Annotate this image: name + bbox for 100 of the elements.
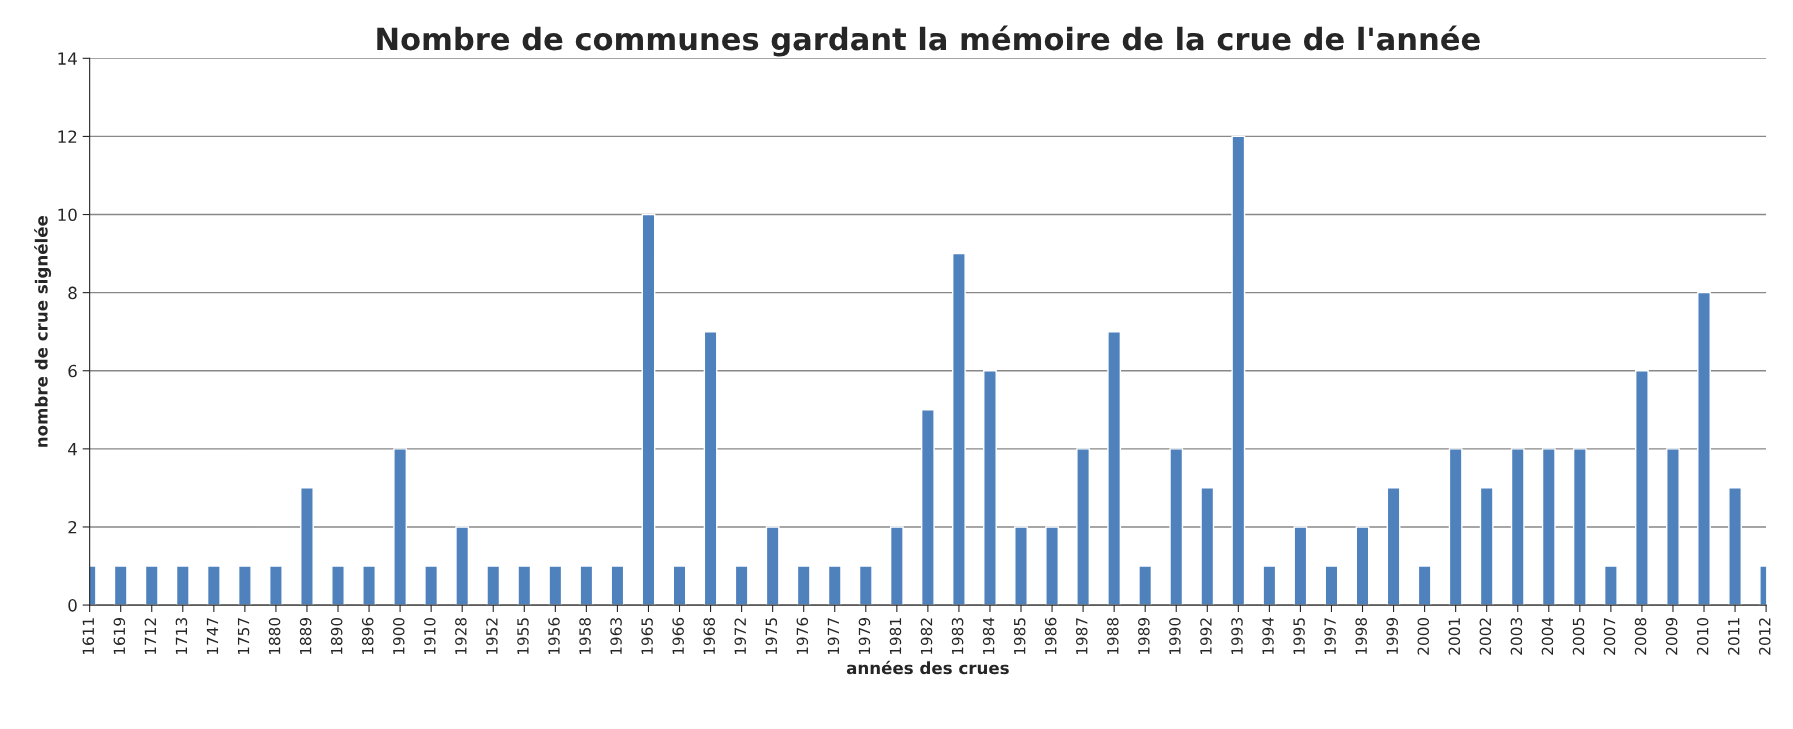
x-tick-label: 1986 [1044, 617, 1057, 655]
bar [1697, 291, 1711, 606]
bar [1014, 526, 1028, 606]
y-tick-label: 8 [68, 286, 77, 300]
bar [889, 526, 904, 606]
bar [1169, 448, 1184, 606]
bar [641, 213, 656, 606]
x-tick-label: 1985 [1013, 618, 1026, 655]
bar [548, 565, 563, 606]
bar [331, 565, 345, 606]
x-tick-label: 1998 [1355, 617, 1367, 655]
x-tick-label: 2004 [1541, 617, 1554, 655]
bar [424, 565, 439, 606]
bar [393, 448, 408, 606]
x-tick-label: 1963 [610, 618, 622, 655]
x-tick-label: 2009 [1665, 617, 1678, 655]
bar [796, 565, 811, 606]
x-tick-label: 1987 [1075, 618, 1088, 655]
bar [113, 565, 128, 606]
bar [579, 565, 594, 606]
bar [1324, 565, 1339, 606]
bar [517, 565, 532, 606]
x-tick-label: 2003 [1510, 618, 1523, 655]
x-tick-label: 1965 [641, 618, 653, 655]
bar [734, 565, 749, 606]
bar [1635, 370, 1649, 606]
x-tick-label: 1966 [672, 617, 684, 655]
bar [672, 565, 687, 606]
x-tick-label: 2012 [1758, 618, 1771, 655]
bar [1728, 487, 1742, 606]
x-tick-label: 1989 [1138, 617, 1150, 655]
bar [1541, 448, 1556, 606]
bar [1293, 526, 1308, 606]
x-tick-label: 1977 [827, 618, 840, 655]
bar [1572, 448, 1587, 606]
x-tick-label: 1958 [579, 617, 591, 655]
x-tick-label: 1712 [144, 618, 156, 655]
bar [1076, 448, 1091, 606]
x-axis-title: années des crues [846, 660, 1009, 675]
y-tick-label: 6 [68, 364, 77, 378]
x-tick-label: 2011 [1727, 618, 1740, 655]
y-tick-label: 10 [58, 208, 77, 222]
bar [765, 526, 780, 606]
y-tick-label: 4 [68, 443, 77, 456]
bar [206, 565, 221, 606]
x-tick-label: 1975 [765, 618, 778, 655]
bar [952, 252, 966, 606]
bar [1417, 565, 1432, 606]
bar [1510, 448, 1525, 606]
chart-title: Nombre de communes gardant la mémoire de la crue de l'année [377, 25, 1480, 57]
x-tick-label: 1994 [1262, 617, 1274, 655]
bar [1386, 487, 1401, 606]
bar [269, 565, 283, 606]
x-tick-label: 1995 [1293, 618, 1305, 655]
x-tick-label: 1976 [796, 617, 809, 655]
bar [1603, 565, 1618, 606]
x-tick-label: 1896 [361, 617, 374, 655]
x-tick-label: 2010 [1696, 617, 1709, 655]
bar [703, 330, 718, 606]
bar [1107, 330, 1122, 606]
bar [1045, 526, 1059, 606]
bar [1448, 448, 1463, 606]
x-tick-label: 1619 [113, 617, 126, 655]
y-axis-title: nombre de crue signélée [34, 215, 52, 447]
bar [175, 565, 190, 606]
bar [1479, 487, 1494, 606]
x-tick-label: 1981 [889, 618, 902, 655]
bar [858, 565, 873, 606]
bar [827, 565, 842, 606]
x-tick-label: 2005 [1572, 618, 1585, 655]
bar [362, 565, 376, 606]
x-tick-label: 1956 [548, 617, 560, 655]
x-tick-label: 1890 [330, 617, 343, 655]
bar [1355, 526, 1370, 606]
bar [455, 526, 470, 606]
x-tick-label: 1993 [1231, 618, 1243, 655]
y-tick-label: 14 [58, 52, 77, 65]
x-tick-label: 1983 [951, 618, 964, 655]
x-tick-label: 1952 [486, 618, 498, 655]
x-tick-label: 1713 [175, 618, 188, 655]
bar [920, 409, 935, 606]
x-tick-label: 1889 [299, 617, 312, 655]
bar [1666, 448, 1680, 606]
bar [610, 565, 625, 606]
x-tick-label: 2000 [1417, 617, 1430, 655]
x-tick-label: 1955 [517, 618, 529, 655]
bar [1138, 565, 1153, 606]
x-tick-label: 1984 [982, 617, 995, 655]
bar [983, 370, 997, 606]
bar [1200, 487, 1215, 606]
bar [486, 565, 501, 606]
x-tick-label: 2007 [1603, 618, 1616, 655]
x-tick-label: 1747 [206, 618, 219, 655]
x-tick-label: 1910 [424, 617, 436, 655]
y-tick-label: 12 [58, 130, 77, 143]
x-tick-label: 1900 [392, 617, 405, 655]
x-tick-label: 1988 [1107, 617, 1119, 655]
x-tick-label: 1997 [1324, 618, 1336, 655]
bar [1262, 565, 1277, 606]
x-tick-label: 1972 [734, 618, 747, 655]
